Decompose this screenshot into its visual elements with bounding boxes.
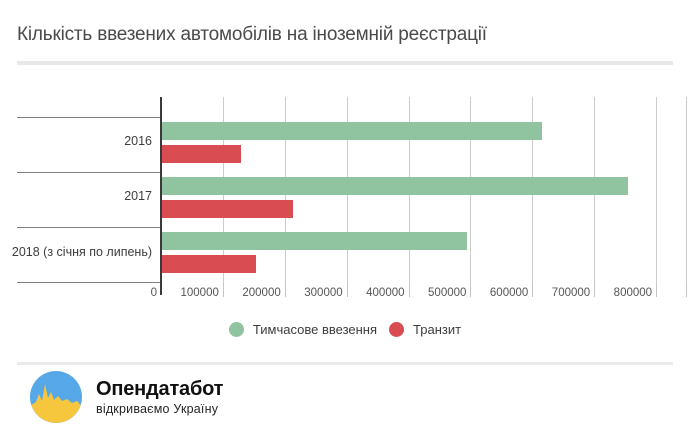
x-tick-mark-400000 — [408, 283, 410, 297]
x-tick-mark-edge — [686, 283, 687, 297]
legend-label: Тимчасове ввезення — [252, 322, 378, 337]
legend-item-temporary-import: Тимчасове ввезення — [228, 322, 378, 337]
x-tick-label-700000: 700000 — [551, 287, 591, 299]
bar-2017-temporary-import — [161, 176, 629, 195]
title-divider — [17, 61, 673, 65]
plot-area — [161, 97, 687, 283]
x-tick-label-100000: 100000 — [180, 287, 219, 299]
brand-tagline: відкриваємо Україну — [96, 402, 219, 416]
category-label-2016: 2016 — [124, 134, 152, 148]
footer-divider — [17, 362, 673, 365]
bar-2016-transit — [161, 144, 242, 163]
x-tick-mark-700000 — [594, 283, 596, 297]
legend-label: Транзит — [413, 322, 462, 337]
bar-2017-transit — [161, 199, 293, 218]
x-tick-label-300000: 300000 — [304, 287, 343, 299]
category-label-2017: 2017 — [124, 189, 152, 204]
category-label-2018: 2018 (з січня по липень) — [11, 244, 152, 259]
bar-chart: 0 100000 200000 300000 400000 500000 600000 700… — [0, 97, 690, 305]
x-tick-label-0: 0 — [150, 287, 157, 299]
category-separator — [17, 116, 161, 118]
legend-dot — [389, 322, 405, 337]
opendatabot-logo: Опендатабот відкриваємо Україну — [30, 371, 223, 423]
x-tick-label-800000: 800000 — [613, 287, 653, 299]
x-tick-mark-500000 — [470, 283, 472, 297]
x-tick-mark-300000 — [346, 283, 348, 297]
x-tick-mark-800000 — [656, 283, 658, 297]
category-separator — [17, 171, 161, 173]
x-tick-label-200000: 200000 — [242, 287, 281, 299]
brand-name: Опендатабот — [96, 378, 224, 400]
category-separator — [17, 227, 161, 229]
gridline-800000 — [656, 97, 658, 283]
bar-2018-transit — [161, 255, 257, 274]
x-tick-label-400000: 400000 — [366, 287, 405, 299]
bar-2016-temporary-import — [161, 121, 542, 140]
category-separator — [17, 282, 161, 284]
opendatabot-logo-icon — [30, 371, 82, 423]
x-tick-label-600000: 600000 — [489, 287, 529, 299]
chart-legend: Тимчасове ввезення Транзит — [0, 322, 690, 337]
plot-right-edge — [686, 97, 687, 283]
x-tick-label-500000: 500000 — [428, 287, 467, 299]
bar-2018-temporary-import — [161, 232, 467, 251]
x-tick-mark-200000 — [284, 283, 286, 297]
x-tick-mark-600000 — [532, 283, 534, 297]
legend-dot — [228, 322, 244, 337]
y-axis-line — [160, 97, 162, 295]
logo-text: Опендатабот відкриваємо Україну — [96, 378, 223, 416]
legend-item-transit: Транзит — [389, 322, 461, 337]
chart-title: Кількість ввезених автомобілів на інозем… — [17, 24, 487, 45]
x-tick-mark-100000 — [222, 283, 224, 297]
